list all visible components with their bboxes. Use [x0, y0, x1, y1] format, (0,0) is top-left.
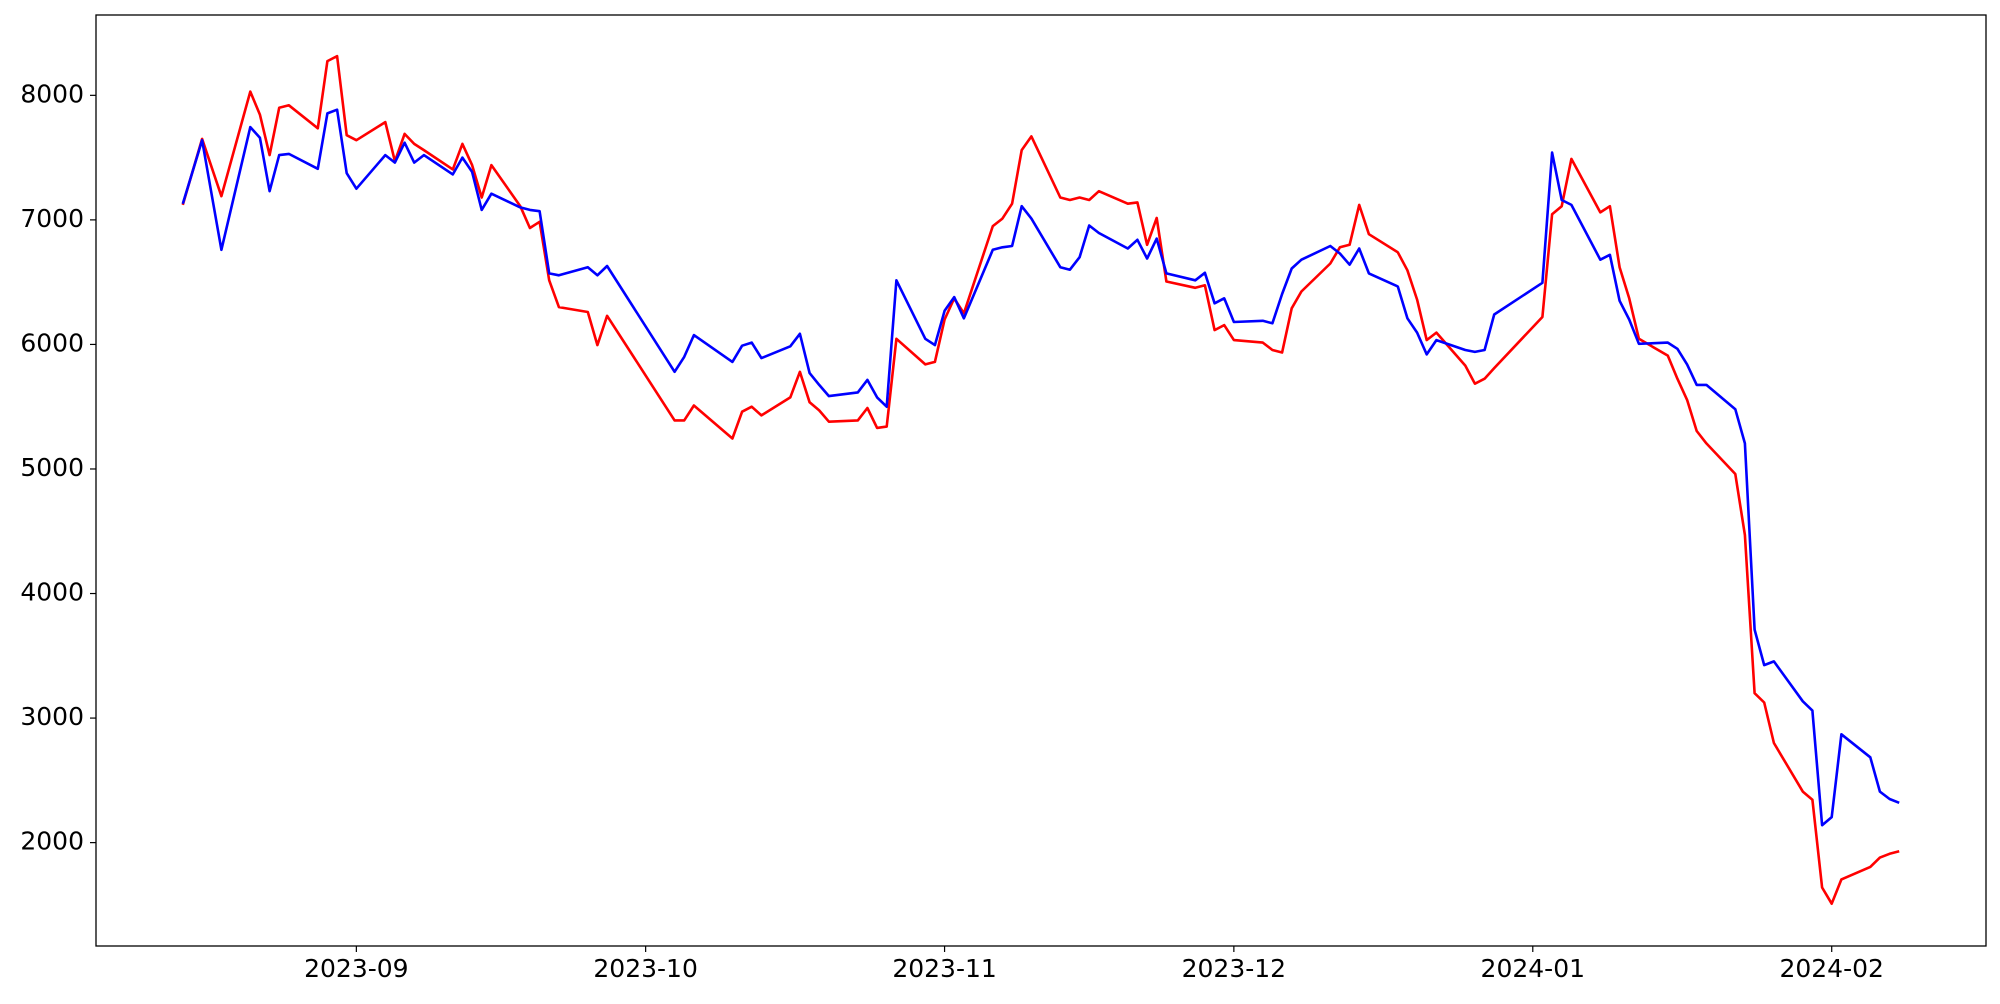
series-line — [181, 108, 1900, 827]
x-tick-label: 2023-12 — [1182, 954, 1286, 983]
y-tick-label: 7000 — [20, 204, 84, 233]
series-line — [181, 54, 1900, 906]
y-tick-label: 8000 — [20, 79, 84, 108]
y-tick-label: 3000 — [20, 702, 84, 731]
y-tick-label: 4000 — [20, 578, 84, 607]
x-tick-label: 2023-10 — [593, 954, 697, 983]
y-tick-label: 6000 — [20, 328, 84, 357]
x-tick-label: 2023-09 — [304, 954, 408, 983]
x-tick-label: 2024-01 — [1481, 954, 1585, 983]
x-tick-label: 2023-11 — [892, 954, 996, 983]
y-tick-label: 5000 — [20, 453, 84, 482]
y-tick-label: 2000 — [20, 827, 84, 856]
axes-frame — [95, 14, 1987, 947]
x-tick-label: 2024-02 — [1779, 954, 1883, 983]
